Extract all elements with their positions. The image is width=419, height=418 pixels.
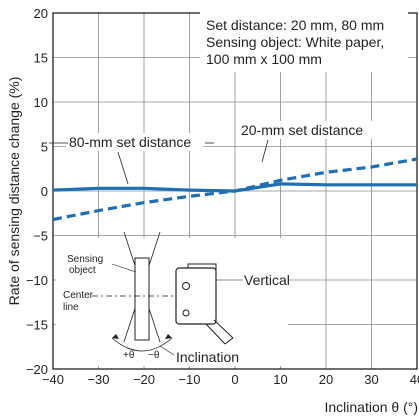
x-tick-label: −30 <box>87 372 109 387</box>
minus-theta-label: −θ <box>148 350 160 361</box>
leader-20 <box>261 139 269 163</box>
series-line-20mm <box>52 157 418 222</box>
sensor-lens <box>182 282 190 290</box>
y-tick-label: −20 <box>26 362 48 377</box>
inclination-label: Inclination <box>176 349 239 365</box>
sensing-object-label-1: Sensing <box>67 254 103 265</box>
inclination-leader <box>159 345 175 356</box>
sensing-object-label-2: object <box>69 265 96 276</box>
center-line-label-2: line <box>63 302 79 313</box>
conditions-box <box>200 12 408 72</box>
x-tick-labels: −40 −30 −20 −10 0 10 20 30 40 <box>42 372 419 387</box>
x-tick-label: 40 <box>410 372 419 387</box>
y-tick-label: 10 <box>34 95 48 110</box>
plus-theta-label: +θ <box>123 350 135 361</box>
center-line-label-1: Center <box>63 290 94 301</box>
theta-arrow-right <box>165 334 172 339</box>
x-axis-label: Inclination θ (°) <box>324 399 418 415</box>
condition-line-3: 100 mm x 100 mm <box>206 51 322 67</box>
theta-arc <box>111 337 173 352</box>
sensing-object-leader <box>111 263 137 273</box>
y-tick-label: −15 <box>26 318 48 333</box>
inset-diagram: Sensing object Center line +θ −θ Vertica… <box>56 231 290 366</box>
theta-arrow-left <box>112 334 119 339</box>
series-layer <box>52 157 418 222</box>
y-tick-labels: −20 −15 −10 −5 0 5 10 15 20 <box>26 6 48 377</box>
sensor-cable-2 <box>213 319 234 339</box>
leader-80-diag <box>117 151 129 185</box>
sensor-cable-end <box>224 337 234 345</box>
sensor-cable-1 <box>205 323 226 345</box>
y-tick-label: 20 <box>34 6 48 21</box>
x-tick-label: −10 <box>178 372 200 387</box>
vertical-label: Vertical <box>244 272 290 288</box>
y-tick-label: 15 <box>34 51 48 66</box>
sensor-body <box>175 267 217 325</box>
sensing-object-plate <box>134 257 150 341</box>
label-20mm: 20-mm set distance <box>241 122 363 138</box>
x-tick-label: 0 <box>231 372 238 387</box>
y-tick-label: −5 <box>33 229 48 244</box>
label-80mm: 80-mm set distance <box>69 134 191 150</box>
x-tick-label: 10 <box>273 372 287 387</box>
y-tick-label: −10 <box>26 273 48 288</box>
x-tick-label: 20 <box>319 372 333 387</box>
inset-bg <box>56 238 288 366</box>
condition-line-1: Set distance: 20 mm, 80 mm <box>206 17 384 33</box>
sensor-screw <box>182 309 190 317</box>
y-tick-label: 5 <box>41 140 48 155</box>
y-axis-label: Rate of sensing distance change (%) <box>6 77 22 306</box>
x-tick-label: −20 <box>133 372 155 387</box>
label-bg-80 <box>66 133 203 151</box>
x-tick-label: −40 <box>42 372 64 387</box>
y-tick-label: 0 <box>41 184 48 199</box>
x-tick-label: 30 <box>364 372 378 387</box>
label-bg-20 <box>238 121 384 139</box>
condition-line-2: Sensing object: White paper, <box>206 34 384 50</box>
